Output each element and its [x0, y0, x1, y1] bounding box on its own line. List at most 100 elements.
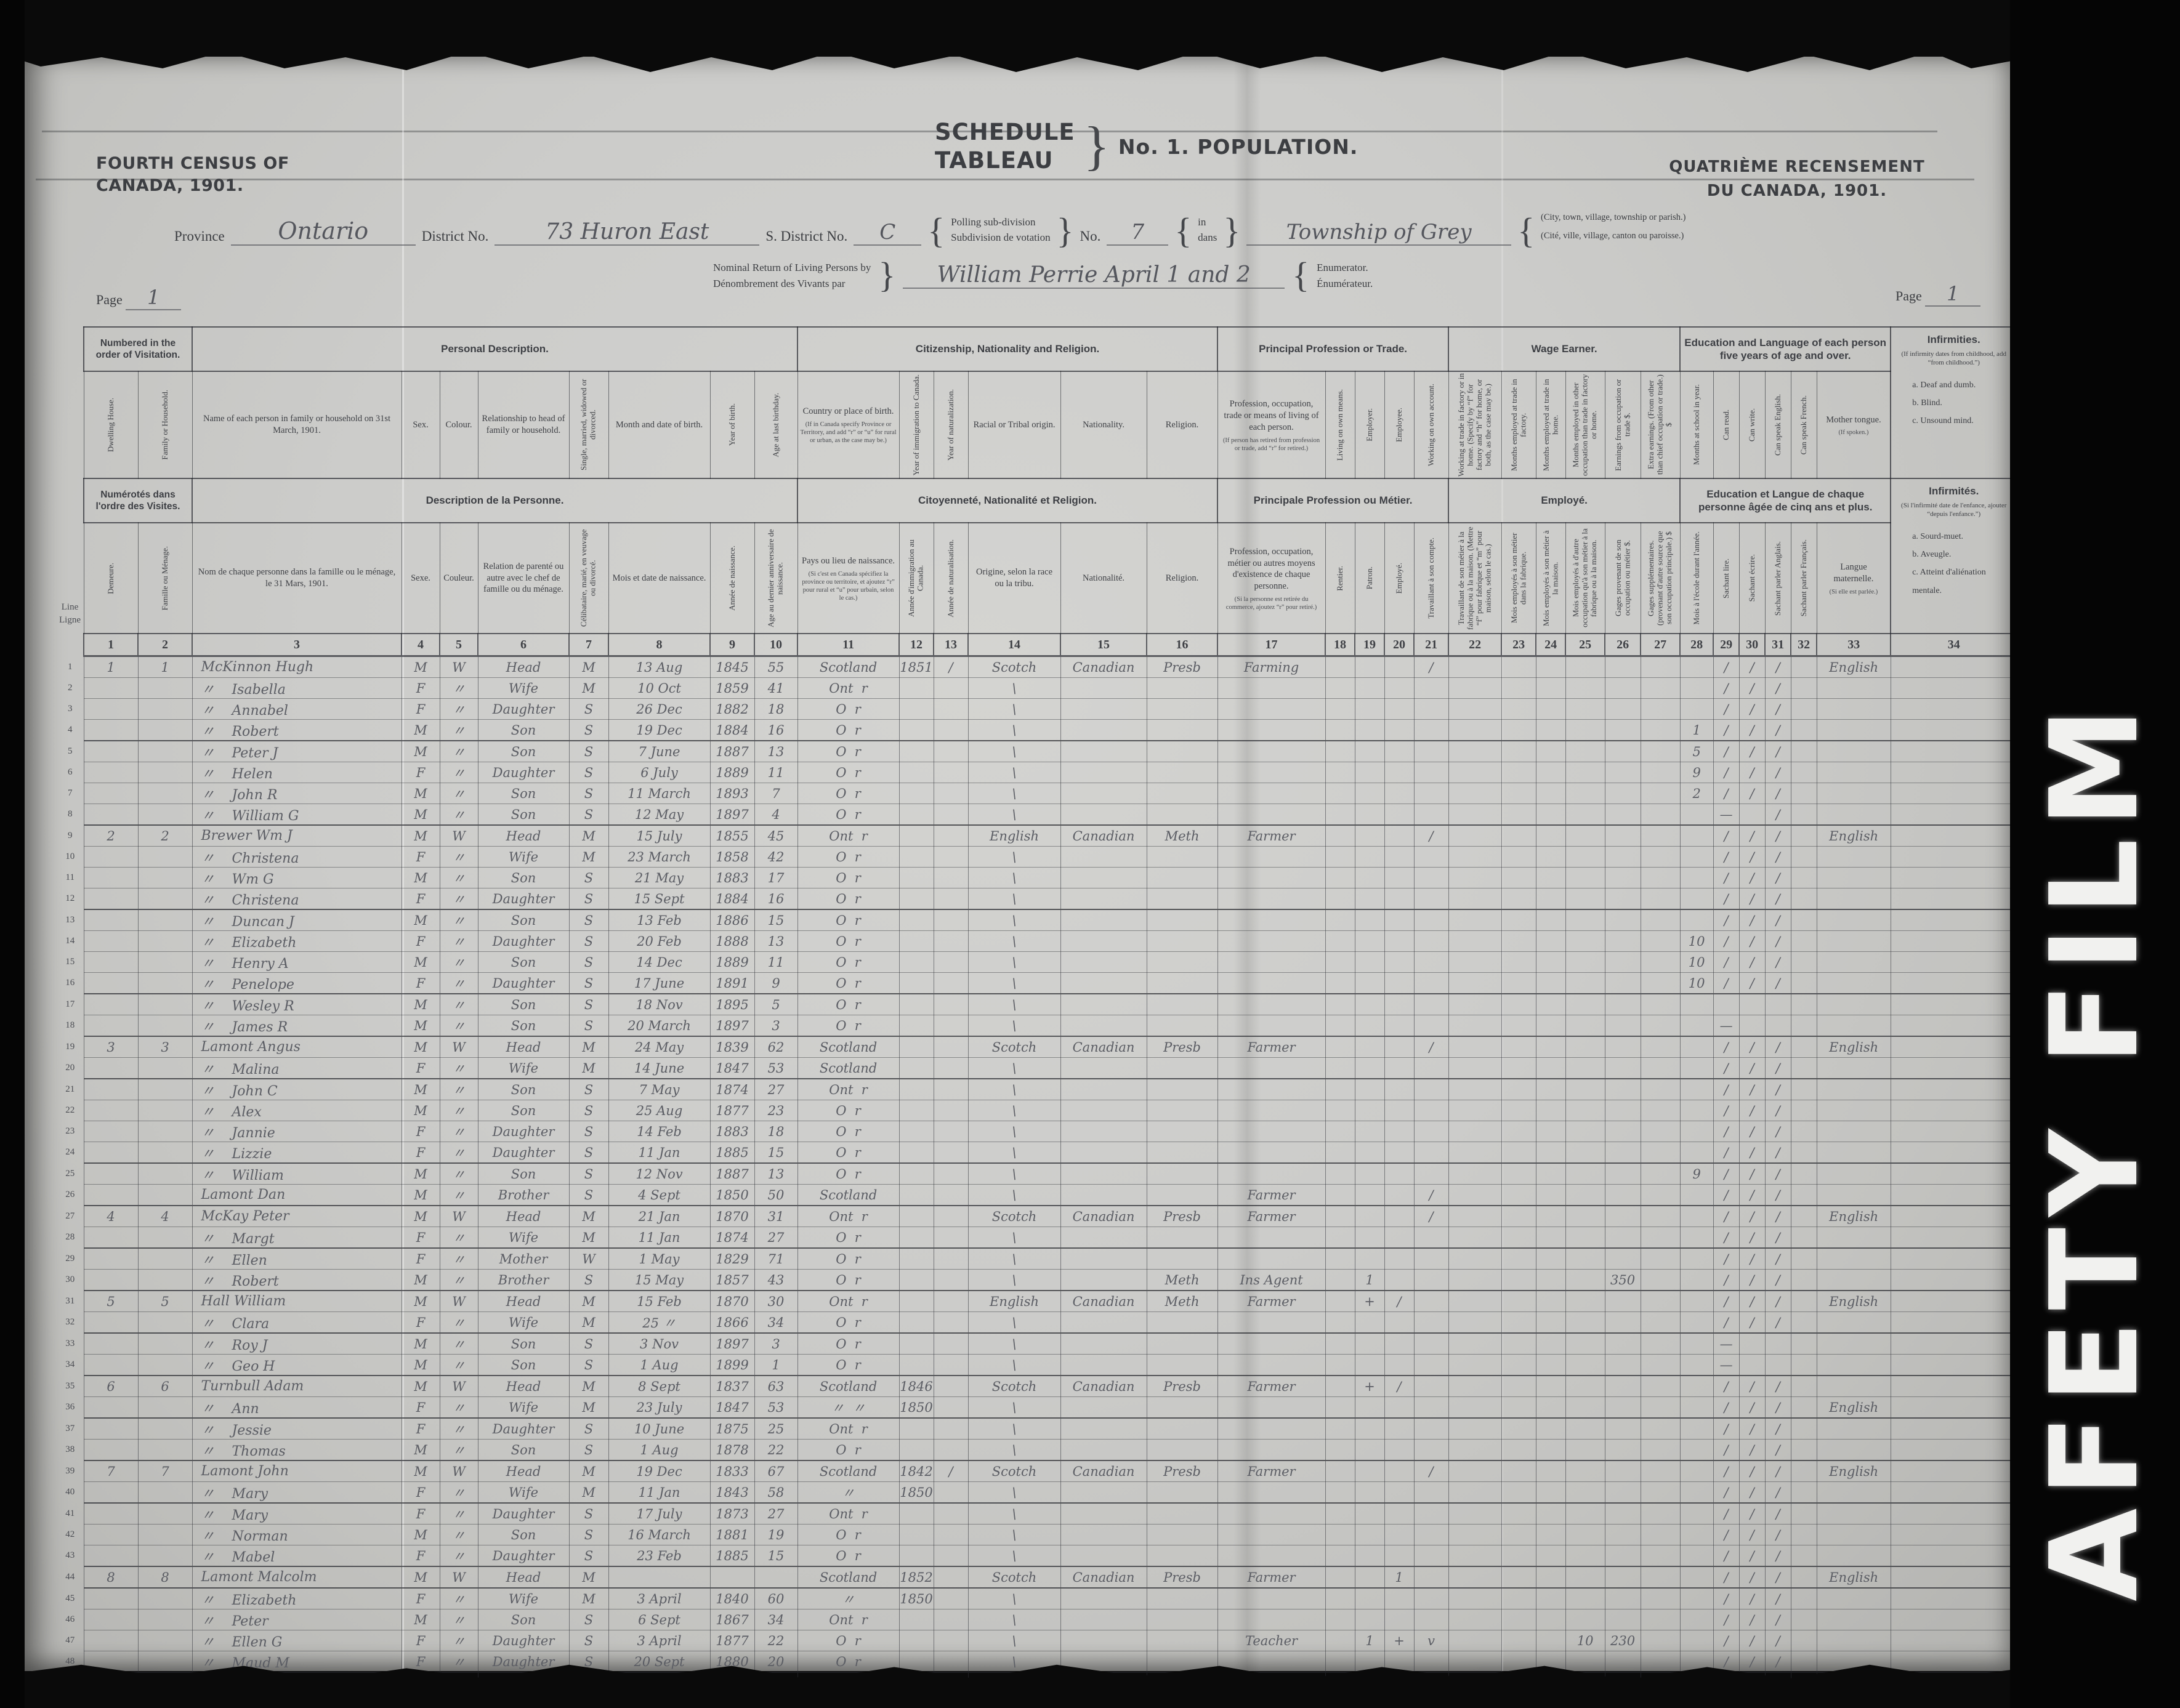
cell-r16-c2 [137, 972, 193, 994]
cell-r7-c29: / [1713, 783, 1740, 804]
cell-r40-c11: 〃 [797, 1481, 900, 1504]
cell-r15-c21 [1413, 951, 1449, 973]
cell-r37-c18 [1325, 1418, 1355, 1440]
cell-r27-c31: / [1764, 1205, 1791, 1227]
cell-r27-c3: McKay Peter [192, 1205, 402, 1227]
cell-r40-c21 [1413, 1481, 1449, 1504]
cell-r22-c12 [898, 1100, 934, 1121]
cell-r18-c7: S [568, 1015, 609, 1037]
cell-r44-c3: Lamont Malcolm [192, 1566, 402, 1589]
cell-r35-c33 [1816, 1375, 1891, 1397]
cell-r7-c5: 〃 [439, 783, 478, 804]
cell-r16-c3: 〃 Penelope [192, 972, 402, 994]
enumerator-label-en: Enumerator. [1317, 262, 1368, 273]
cell-r43-c3: 〃 Mabel [192, 1545, 402, 1567]
cell-r17-c8: 18 Nov [608, 994, 711, 1015]
cell-r37-c3: 〃 Jessie [192, 1418, 402, 1440]
cell-r9-c4: M [401, 824, 440, 847]
cell-r30-c15 [1060, 1269, 1147, 1291]
cell-r25-c26 [1604, 1163, 1641, 1185]
cell-r6-c12 [898, 762, 934, 783]
cell-r13-c9: 1886 [709, 909, 755, 931]
cell-r21-c25 [1565, 1079, 1605, 1100]
cell-r44-c4: M [401, 1566, 440, 1589]
cell-r41-c7: S [568, 1503, 609, 1525]
cell-r28-c15 [1060, 1227, 1147, 1249]
cell-r41-c13 [933, 1503, 969, 1525]
cell-r21-c23 [1501, 1079, 1536, 1100]
cell-r35-c30: / [1738, 1375, 1766, 1397]
cell-r30-c11: O r [797, 1269, 900, 1291]
cell-r33-c6: Son [477, 1333, 570, 1355]
cell-r12-c24 [1535, 888, 1566, 910]
cell-r47-c3: 〃 Ellen G [192, 1630, 402, 1651]
cell-r20-c18 [1325, 1057, 1355, 1079]
cell-r42-c9: 1881 [709, 1524, 755, 1545]
cell-r41-c29: / [1713, 1503, 1740, 1525]
column-number-16: 16 [1146, 633, 1219, 657]
cell-r43-c30: / [1738, 1545, 1766, 1567]
cell-r37-c31: / [1764, 1418, 1791, 1440]
cell-r40-c19 [1354, 1481, 1385, 1504]
cell-r7-c26 [1604, 783, 1641, 804]
cell-r32-c33 [1816, 1311, 1891, 1334]
cell-r35-c18 [1325, 1375, 1355, 1397]
line-number-left-16: 16 [65, 978, 75, 988]
cell-r34-c28 [1679, 1354, 1714, 1376]
cell-r37-c33 [1816, 1418, 1891, 1440]
cell-r21-c6: Son [477, 1079, 570, 1100]
column-number-26: 26 [1604, 633, 1642, 657]
cell-r46-c14: \ [967, 1609, 1061, 1630]
cell-r28-c11: O r [797, 1227, 900, 1249]
cell-r46-c34 [1890, 1609, 2017, 1630]
cell-r7-c15 [1060, 783, 1147, 804]
col-label-en-16: Religion. [1165, 419, 1199, 430]
col-header-fr-5: Couleur. [439, 522, 478, 634]
cell-r29-c7: W [568, 1248, 609, 1270]
cell-r42-c33 [1816, 1524, 1891, 1545]
cell-r21-c4: M [401, 1079, 440, 1100]
cell-r44-c14: Scotch [967, 1566, 1061, 1589]
cell-r36-c22 [1448, 1396, 1502, 1419]
cell-r14-c2 [137, 930, 193, 952]
cell-r1-c4: M [401, 655, 440, 678]
cell-r44-c23 [1501, 1566, 1536, 1589]
census-page: FOURTH CENSUS OF CANADA, 1901. SCHEDULE … [23, 57, 2041, 1708]
col-header-en-22: Working at trade in factory or in home. … [1448, 371, 1502, 479]
col-header-en-19: Employer. [1354, 371, 1385, 479]
cell-r28-c3: 〃 Margt [192, 1227, 402, 1249]
cell-r34-c2 [137, 1354, 193, 1376]
col-header-en-3: Name of each person in family or househo… [192, 371, 402, 479]
cell-r48-c25 [1565, 1651, 1605, 1673]
cell-r42-c5: 〃 [439, 1524, 478, 1545]
cell-r24-c28 [1679, 1142, 1714, 1164]
cell-r9-c24 [1535, 824, 1566, 847]
cell-r36-c28 [1679, 1396, 1714, 1419]
col-header-fr-8: Mois et date de naissance. [608, 522, 711, 634]
cell-r44-c12: 1852 [898, 1566, 934, 1589]
cell-r3-c1 [83, 698, 139, 720]
cell-r40-c14: \ [967, 1481, 1061, 1504]
cell-r23-c17 [1217, 1121, 1326, 1142]
sdistrict-label: S. District No. [765, 228, 848, 244]
cell-r48-c3: 〃 Maud M [192, 1651, 402, 1673]
cell-r5-c9: 1887 [709, 741, 755, 762]
col-label-fr-22: Travaillant de son métier à la fabrique … [1456, 526, 1493, 630]
cell-r31-c16: Meth [1146, 1290, 1218, 1312]
cell-r44-c25 [1565, 1566, 1605, 1589]
cell-r3-c7: S [568, 698, 609, 720]
cell-r13-c29: / [1713, 909, 1740, 931]
cell-r15-c15 [1060, 951, 1147, 973]
col-header-en-11: Country or place of birth. (If in Canada … [797, 371, 900, 479]
cell-r1-c9: 1845 [709, 655, 755, 678]
cell-r33-c15 [1060, 1333, 1147, 1355]
cell-r35-c28 [1679, 1375, 1714, 1397]
cell-r44-c9 [709, 1566, 755, 1589]
cell-r4-c27 [1640, 719, 1681, 741]
cell-r39-c18 [1325, 1460, 1355, 1482]
column-number-9: 9 [709, 633, 755, 657]
cell-r33-c33 [1816, 1333, 1891, 1355]
cell-r47-c28 [1679, 1630, 1714, 1651]
